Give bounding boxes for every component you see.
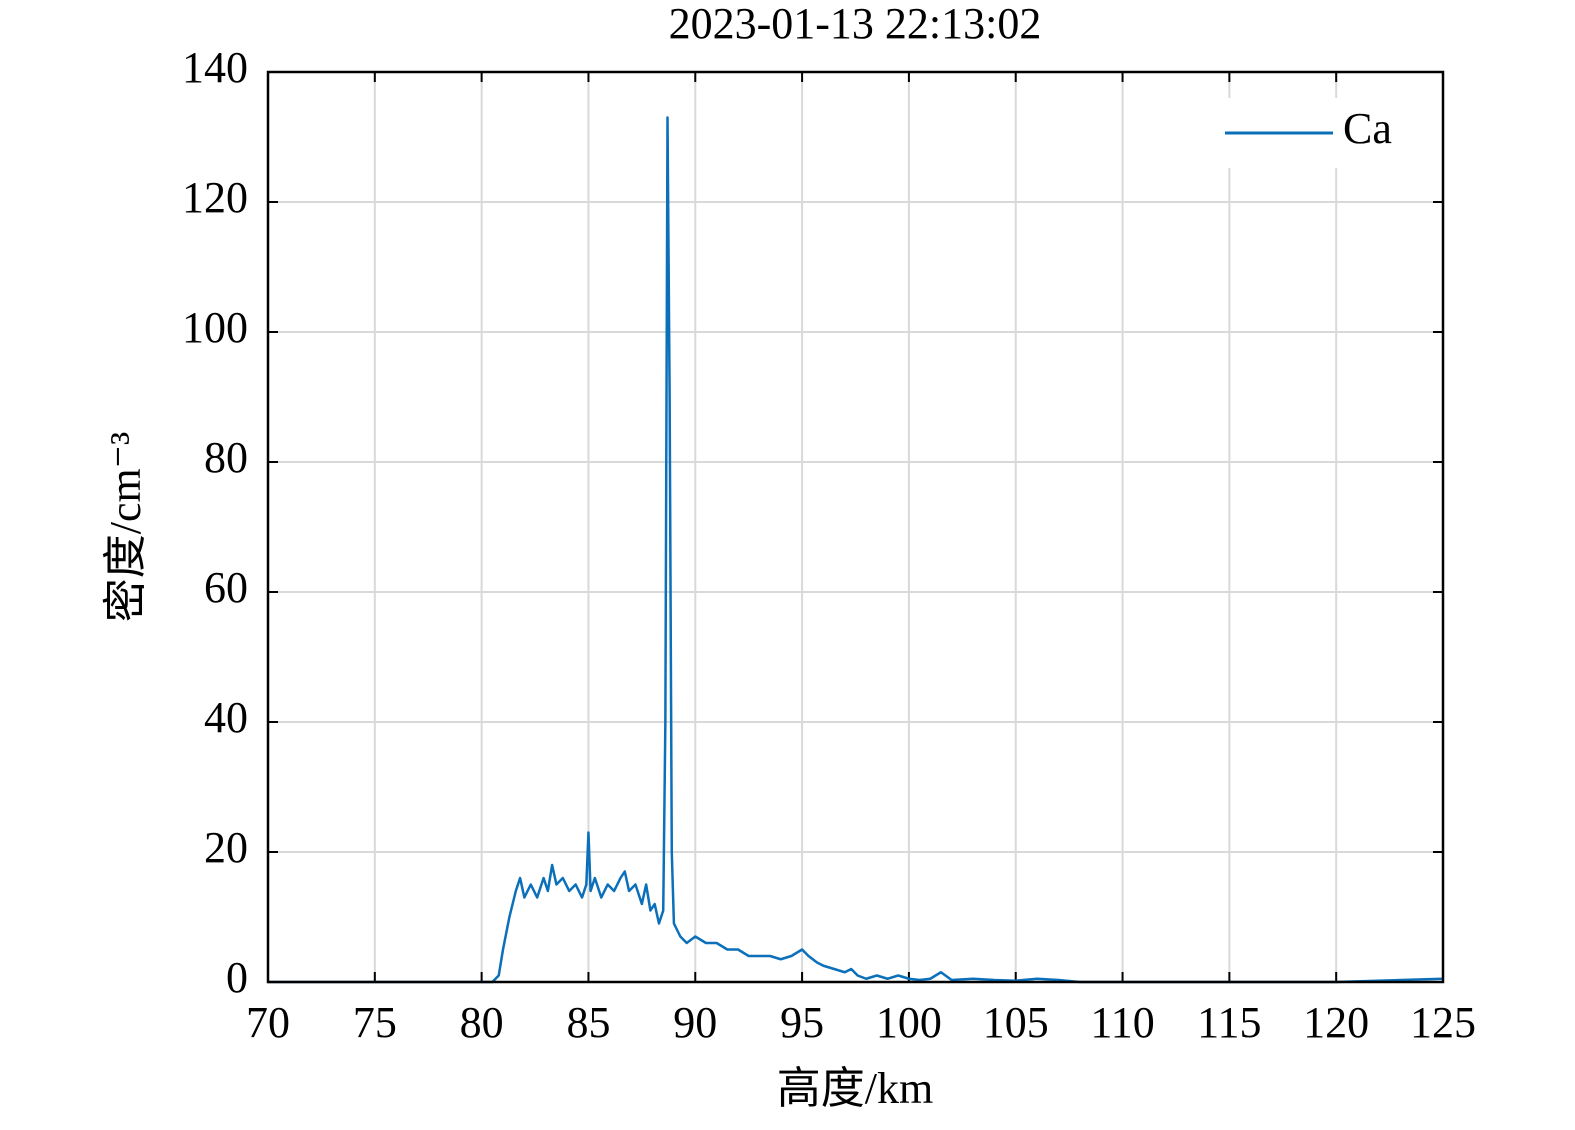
y-tick-label: 20 xyxy=(204,823,248,872)
y-axis-label: 密度/cm⁻³ xyxy=(101,432,150,622)
x-axis-label: 高度/km xyxy=(777,1064,933,1113)
x-tick-label: 80 xyxy=(460,998,504,1047)
y-tick-label: 0 xyxy=(226,953,248,1002)
x-tick-label: 115 xyxy=(1197,998,1261,1047)
y-tick-label: 40 xyxy=(204,693,248,742)
plot-frame xyxy=(266,70,1445,984)
x-tick-label: 125 xyxy=(1410,998,1476,1047)
y-tick-label: 140 xyxy=(182,43,248,92)
x-tick-label: 70 xyxy=(246,998,290,1047)
y-tick-label: 60 xyxy=(204,563,248,612)
y-tick-label: 100 xyxy=(182,303,248,352)
chart-title: 2023-01-13 22:13:02 xyxy=(669,0,1042,48)
legend-label: Ca xyxy=(1343,104,1392,153)
x-tick-label: 105 xyxy=(983,998,1049,1047)
x-tick-label: 85 xyxy=(566,998,610,1047)
x-tick-label: 95 xyxy=(780,998,824,1047)
x-tick-label: 90 xyxy=(673,998,717,1047)
x-tick-label: 75 xyxy=(353,998,397,1047)
data-line xyxy=(268,116,1444,984)
y-tick-label: 80 xyxy=(204,433,248,482)
x-tick-label: 110 xyxy=(1090,998,1154,1047)
x-tick-label: 100 xyxy=(876,998,942,1047)
y-tick-label: 120 xyxy=(182,173,248,222)
x-tick-label: 120 xyxy=(1303,998,1369,1047)
